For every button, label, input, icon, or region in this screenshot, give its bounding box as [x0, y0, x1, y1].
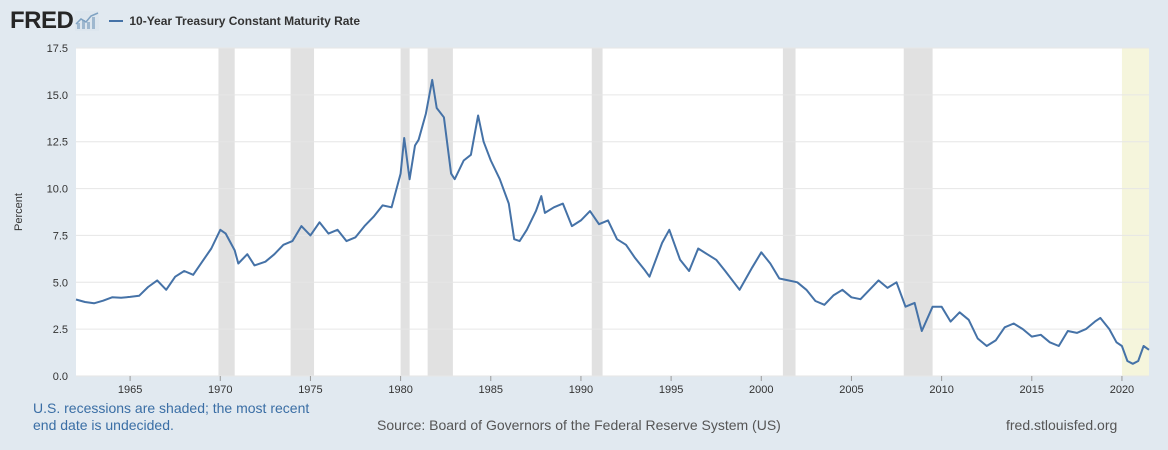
- source-text: Source: Board of Governors of the Federa…: [377, 417, 781, 433]
- current-recession-band: [1121, 48, 1149, 376]
- plot-area: [76, 48, 1149, 376]
- x-tick-label: 2015: [1020, 384, 1044, 396]
- y-tick-label: 7.5: [53, 230, 68, 242]
- recession-band: [290, 48, 315, 376]
- recession-band: [400, 48, 410, 376]
- x-tick-label: 2020: [1110, 384, 1134, 396]
- legend: 10-Year Treasury Constant Maturity Rate: [109, 14, 360, 28]
- y-tick-label: 2.5: [53, 324, 68, 336]
- y-tick-label: 0.0: [53, 371, 68, 383]
- x-tick-label: 1965: [118, 384, 142, 396]
- y-tick-label: 10.0: [47, 184, 68, 196]
- series-line: [75, 78, 1150, 365]
- x-tick-label: 1990: [569, 384, 593, 396]
- recession-bands: [218, 48, 1149, 376]
- y-axis-ticks: 0.0 2.5 5.0 7.5 10.0 12.5 15.0 17.5: [47, 43, 68, 383]
- x-tick-label: 2000: [749, 384, 773, 396]
- x-tick-label: 2005: [839, 384, 863, 396]
- recession-band: [427, 48, 453, 376]
- header: FRED 10-Year Treasury Constant Maturity …: [10, 6, 360, 36]
- y-tick-label: 12.5: [47, 137, 68, 149]
- legend-label: 10-Year Treasury Constant Maturity Rate: [129, 14, 361, 28]
- y-axis-label: Percent: [13, 193, 25, 231]
- recession-band: [218, 48, 235, 376]
- y-tick-label: 15.0: [47, 90, 68, 102]
- recession-band: [782, 48, 796, 376]
- recession-band: [591, 48, 603, 376]
- y-tick-label: 5.0: [53, 277, 68, 289]
- legend-swatch: [109, 20, 124, 22]
- x-tick-label: 2010: [929, 384, 953, 396]
- y-tick-label: 17.5: [47, 43, 68, 55]
- x-tick-label: 1995: [659, 384, 683, 396]
- x-tick-label: 1975: [298, 384, 322, 396]
- x-axis-ticks: 1965 1970 1975 1980 1985 1990 1995 2000 2005 2010…: [118, 376, 1134, 396]
- site-link[interactable]: fred.stlouisfed.org: [1006, 417, 1118, 433]
- recession-band: [903, 48, 933, 376]
- x-tick-label: 1970: [208, 384, 232, 396]
- gridlines: [76, 47, 1149, 377]
- fred-logo[interactable]: FRED: [10, 7, 74, 34]
- x-tick-label: 1980: [388, 384, 412, 396]
- recession-note: U.S. recessions are shaded; the most rec…: [33, 400, 310, 433]
- line-chart-icon: [75, 11, 100, 31]
- x-tick-label: 1985: [479, 384, 503, 396]
